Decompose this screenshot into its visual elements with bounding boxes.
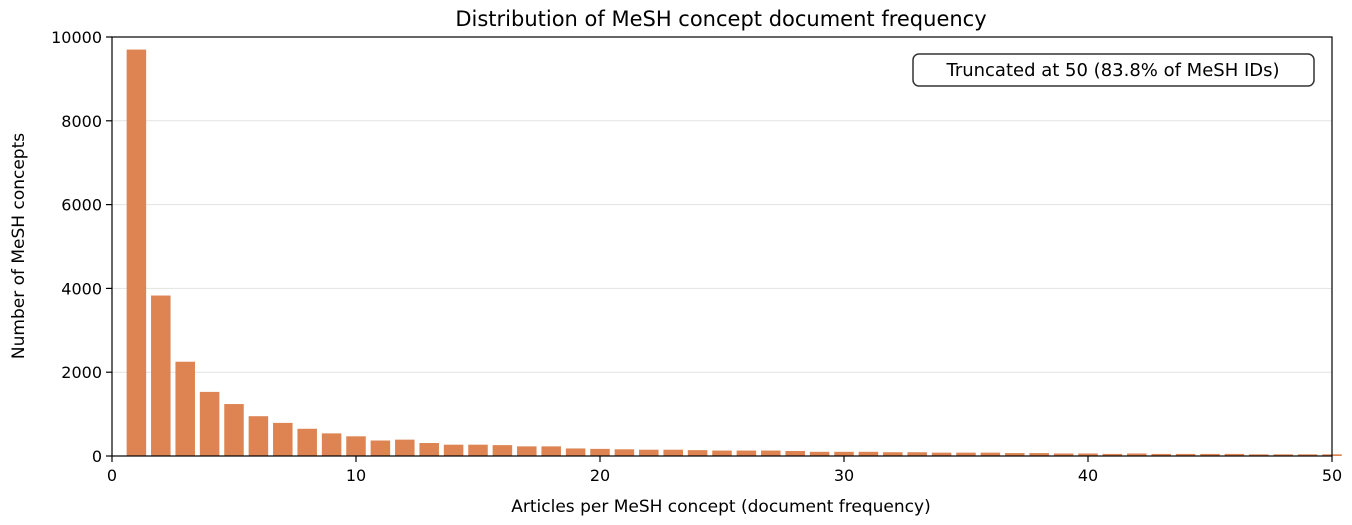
bar <box>1078 453 1098 456</box>
x-tick-label: 20 <box>590 466 610 485</box>
bar <box>883 452 903 456</box>
y-tick-label: 0 <box>92 447 102 466</box>
bar <box>273 422 293 456</box>
y-tick-label: 6000 <box>61 196 102 215</box>
bar <box>785 450 805 456</box>
bar <box>980 452 1001 456</box>
x-tick-label: 0 <box>107 466 117 485</box>
bar <box>395 439 415 456</box>
bar <box>468 444 488 456</box>
bar <box>419 443 439 456</box>
bar <box>834 451 854 456</box>
bars <box>126 49 1342 456</box>
bar <box>565 448 586 456</box>
bar <box>1224 453 1245 456</box>
bar <box>175 361 195 456</box>
bar <box>687 450 708 456</box>
bar <box>370 440 391 456</box>
chart-title: Distribution of MeSH concept document fr… <box>455 7 986 31</box>
bar <box>517 446 537 456</box>
x-tick-label: 30 <box>834 466 854 485</box>
bar <box>443 444 464 456</box>
bar <box>1175 453 1196 456</box>
bar <box>639 449 659 456</box>
bar <box>541 446 561 456</box>
bar <box>1297 454 1318 456</box>
bar <box>931 452 952 456</box>
bar <box>761 450 781 456</box>
bar <box>1249 454 1269 456</box>
x-axis-label: Articles per MeSH concept (document freq… <box>511 497 930 517</box>
y-tick-label: 2000 <box>61 363 102 382</box>
annotation-text: Truncated at 50 (83.8% of MeSH IDs) <box>945 60 1279 81</box>
bar <box>712 450 732 456</box>
x-tick-label: 50 <box>1322 466 1342 485</box>
bar <box>126 49 147 456</box>
bar <box>1273 454 1293 456</box>
bar <box>321 433 342 456</box>
x-tick-label: 40 <box>1078 466 1098 485</box>
y-tick-label: 4000 <box>61 279 102 298</box>
y-tick-label: 10000 <box>51 28 102 47</box>
bar <box>1029 453 1049 456</box>
bar <box>1151 453 1171 456</box>
x-tick-label: 10 <box>346 466 366 485</box>
bar <box>297 428 317 456</box>
bar <box>346 436 366 456</box>
bar <box>736 450 757 456</box>
bar <box>151 295 171 456</box>
bar <box>1102 453 1123 456</box>
truncation-annotation: Truncated at 50 (83.8% of MeSH IDs) <box>912 53 1315 87</box>
bar <box>199 391 220 456</box>
bar <box>224 404 244 456</box>
bar <box>809 451 830 456</box>
bar <box>1200 453 1220 456</box>
grid-lines <box>112 36 1332 373</box>
bar <box>1005 453 1025 456</box>
bar <box>590 448 610 456</box>
bar <box>956 452 976 456</box>
y-tick-label: 8000 <box>61 112 102 131</box>
annotation-box <box>912 53 1315 87</box>
bar <box>663 449 683 456</box>
bar <box>248 416 269 456</box>
bar <box>1053 453 1074 456</box>
bar <box>858 451 879 456</box>
plot-frame <box>111 36 1333 457</box>
bar <box>907 452 927 456</box>
axes: 0 10 20 30 40 50 0 2000 4000 6000 8000 10000 <box>51 28 1342 485</box>
bar <box>614 449 635 456</box>
y-axis-label: Number of MeSH concepts <box>9 133 29 359</box>
bar <box>1127 453 1147 456</box>
bar <box>492 445 513 456</box>
